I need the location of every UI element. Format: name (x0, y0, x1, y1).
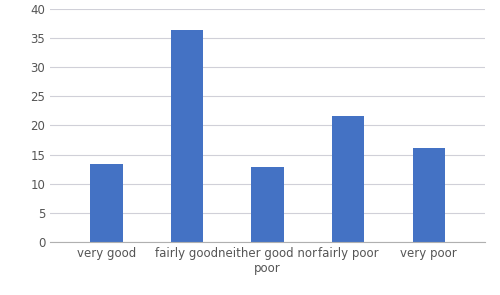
Bar (412, 148, 444, 242)
Bar (332, 116, 364, 242)
Bar (171, 30, 203, 242)
Bar (90, 164, 122, 242)
Bar (252, 167, 284, 242)
